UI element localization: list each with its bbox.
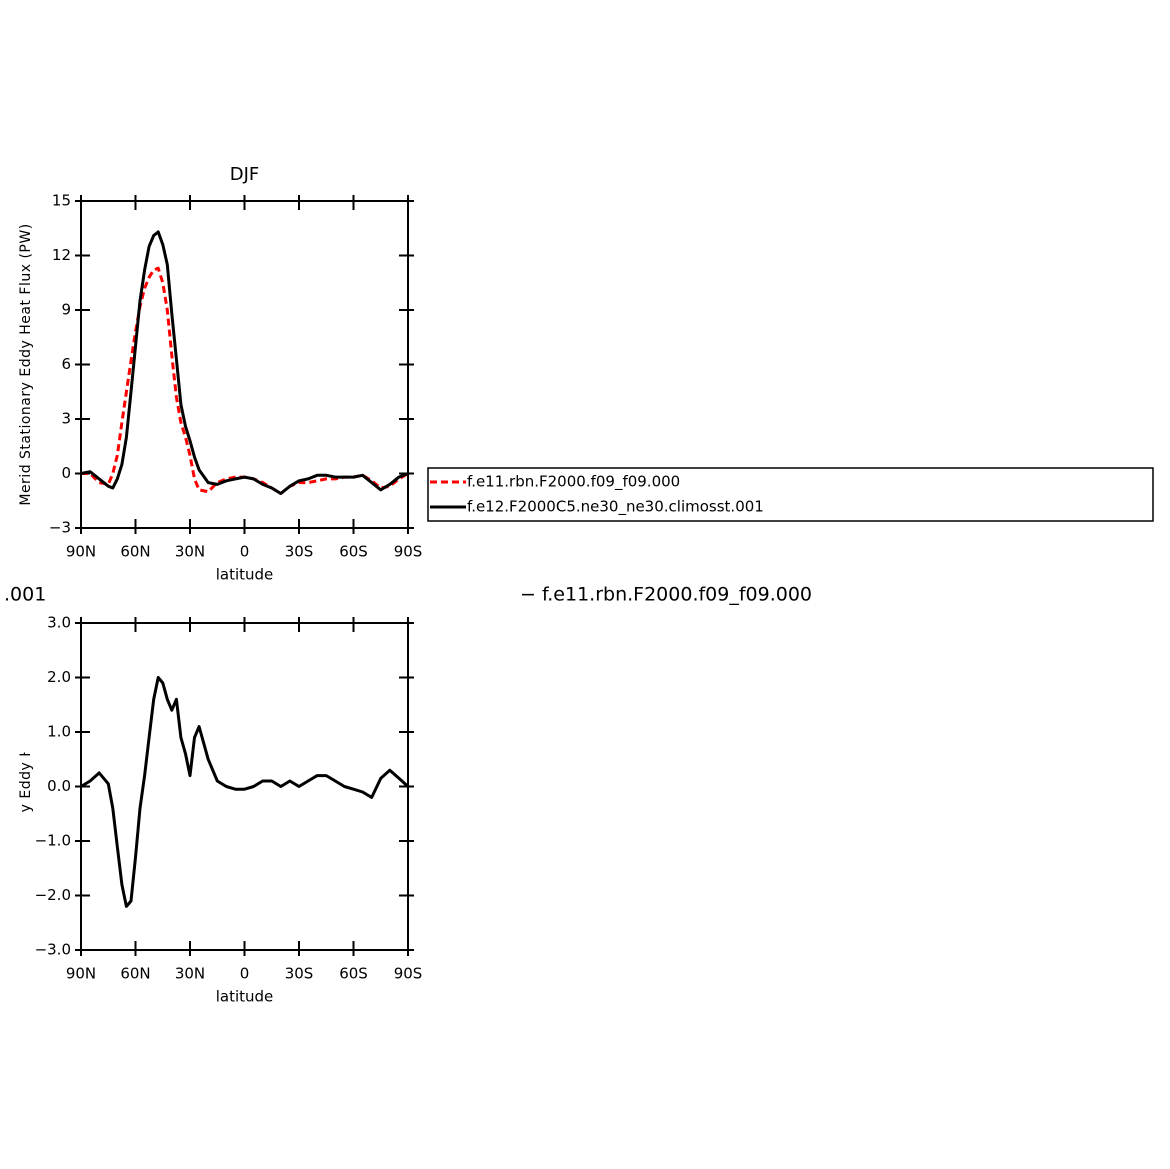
chart-title: DJF [230,164,260,185]
x-tick-label: 90S [394,965,423,983]
x-tick-label: 0 [240,543,250,561]
y-tick-label: 12 [52,246,71,264]
y-tick-label: 0 [61,464,71,482]
y-axis-label: Merid Stationary Eddy Heat Flux (PW) [18,645,34,927]
x-tick-label: 90S [394,543,423,561]
y-tick-label: 15 [52,192,71,210]
x-tick-label: 60S [339,965,368,983]
x-tick-label: 30N [175,543,205,561]
x-tick-label: 60N [120,965,150,983]
y-tick-label: 3.0 [47,614,71,632]
y-axis-label: Merid Stationary Eddy Heat Flux (PW) [18,223,34,505]
x-tick-label: 30S [285,543,314,561]
y-tick-label: −3.0 [35,941,71,959]
legend-box [427,467,1154,522]
x-tick-label: 0 [240,965,250,983]
y-tick-label: 2.0 [47,668,71,686]
y-tick-label: 9 [61,301,71,319]
x-axis-label: latitude [216,988,274,1006]
x-tick-label: 90N [66,965,96,983]
legend-label: f.e11.rbn.F2000.f09_f09.000 [467,473,680,492]
y-tick-label: −3 [49,519,71,537]
x-tick-label: 30S [285,965,314,983]
annotation: .001 [4,584,46,606]
y-tick-label: 0.0 [47,777,71,795]
legend-label: f.e12.F2000C5.ne30_ne30.climosst.001 [467,498,764,517]
y-tick-label: −2.0 [35,886,71,904]
x-tick-label: 90N [66,543,96,561]
series-line [80,230,409,495]
series-line [80,676,410,908]
y-tick-label: 1.0 [47,723,71,741]
annotation: − f.e11.rbn.F2000.f09_f09.000 [520,584,812,606]
series-line [81,266,409,495]
plot-frame [80,200,409,529]
y-tick-label: −1.0 [35,832,71,850]
y-tick-label: 3 [61,410,71,428]
x-axis-label: latitude [216,566,274,584]
x-tick-label: 60N [120,543,150,561]
x-tick-label: 30N [175,965,205,983]
y-tick-label: 6 [61,355,71,373]
x-tick-label: 60S [339,543,368,561]
